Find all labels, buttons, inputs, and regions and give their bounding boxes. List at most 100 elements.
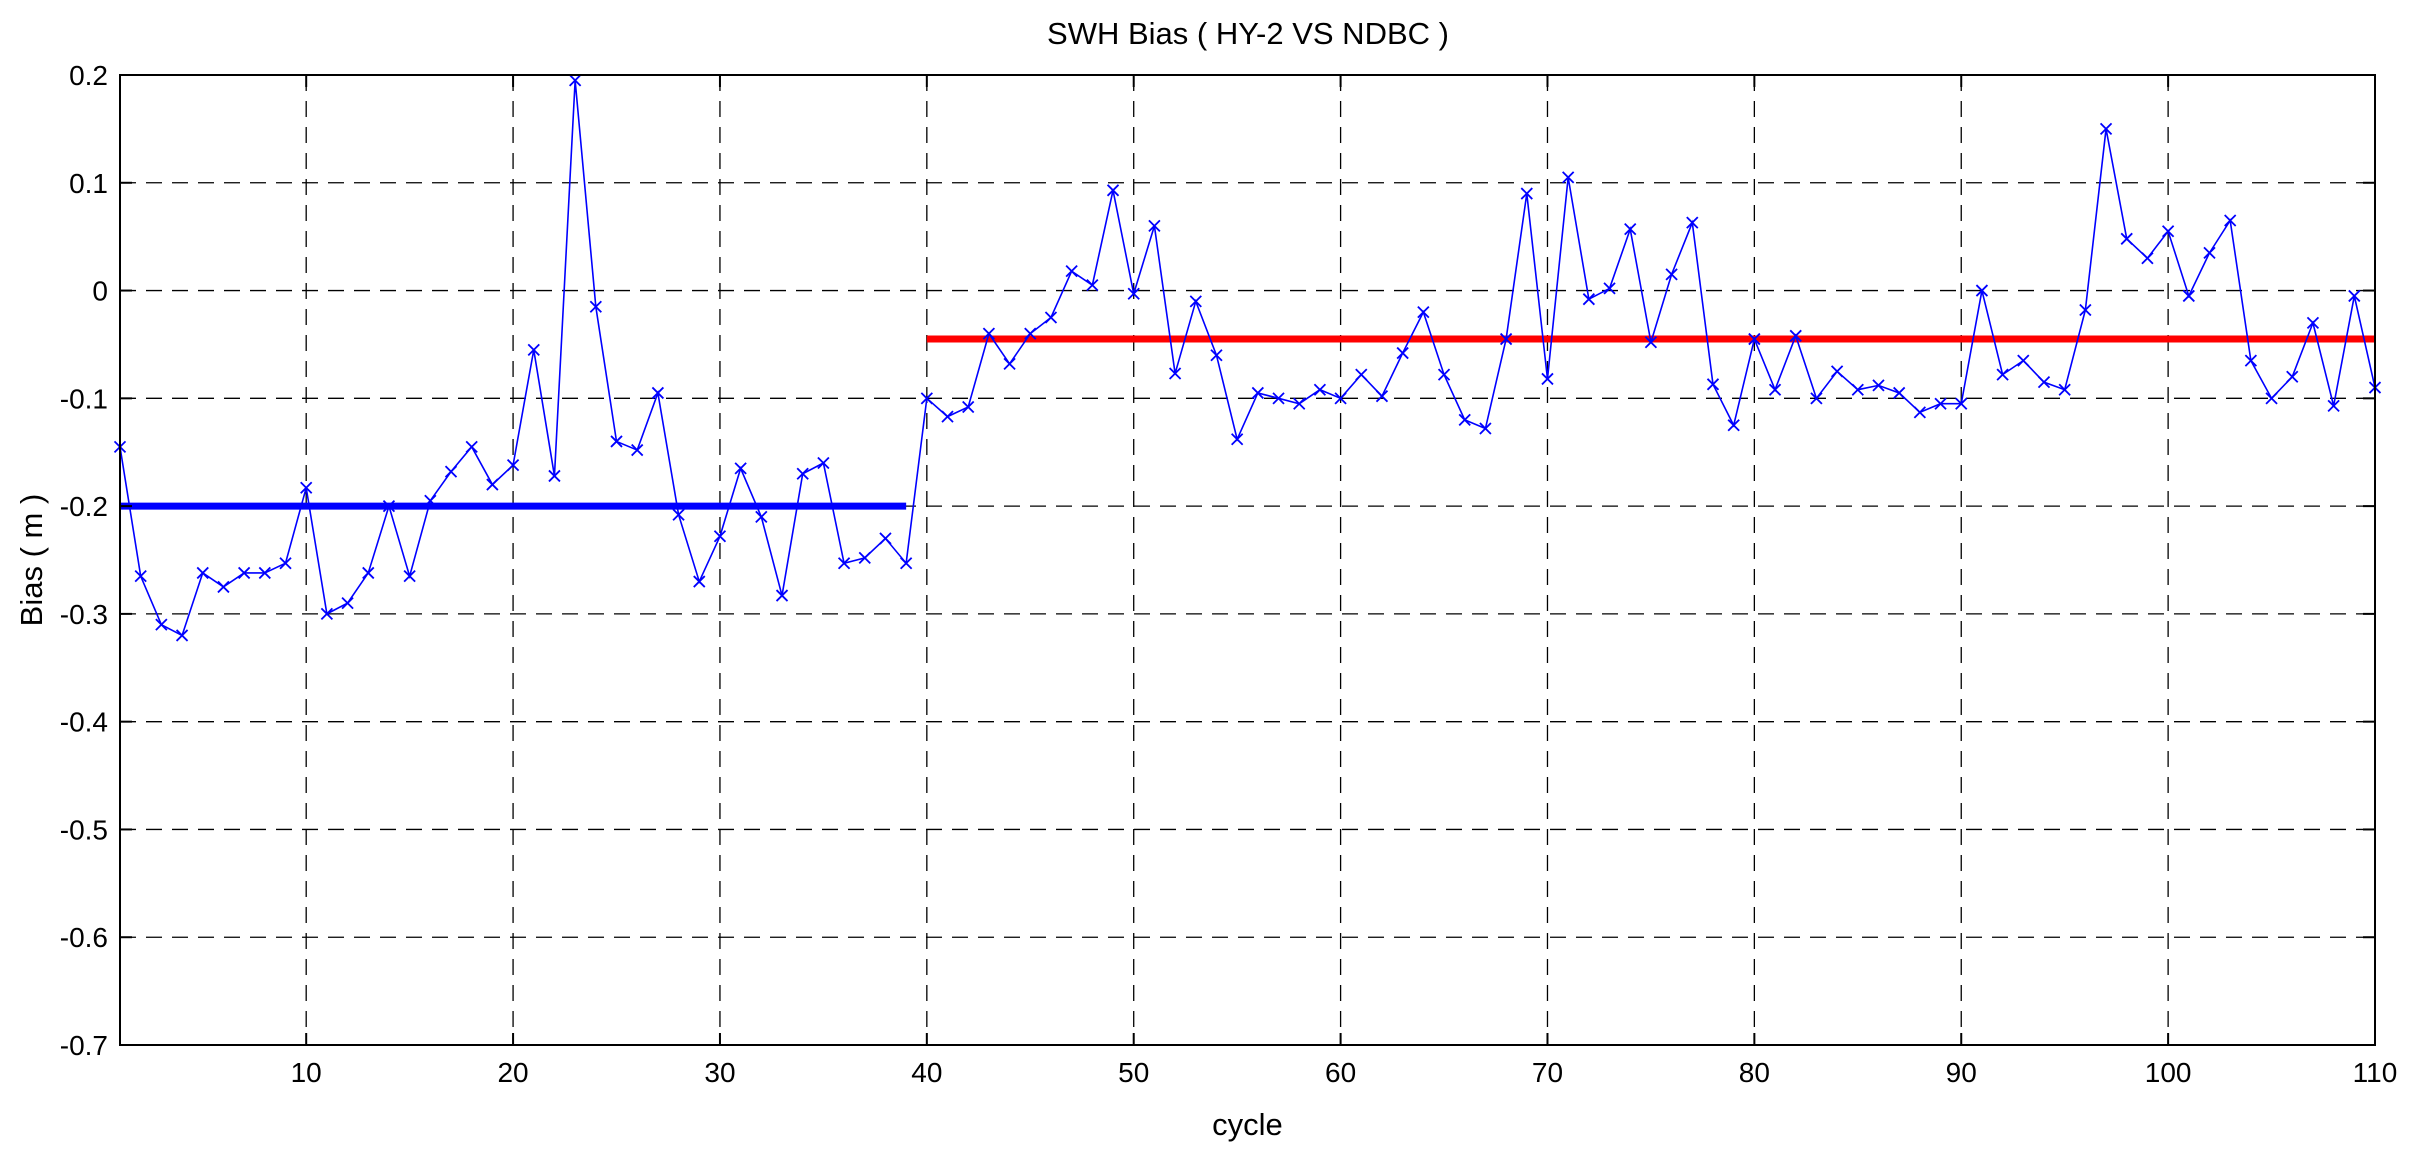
marker-stroke	[982, 327, 996, 340]
data-point	[1499, 332, 1513, 346]
marker-stroke	[486, 478, 499, 491]
marker-stroke	[1582, 293, 1595, 306]
marker-stroke	[1293, 397, 1306, 410]
marker-stroke	[1148, 219, 1161, 233]
data-point	[1624, 222, 1637, 236]
marker-stroke	[651, 386, 665, 400]
data-point	[1106, 184, 1120, 197]
x-tick-label: 80	[1739, 1057, 1770, 1088]
data-point	[1313, 383, 1327, 396]
data-point	[1189, 295, 1202, 308]
data-point	[1231, 433, 1244, 446]
marker-stroke	[2182, 289, 2195, 303]
data-point	[1727, 419, 1740, 432]
data-point	[403, 570, 416, 583]
data-point	[1148, 219, 1161, 233]
marker-stroke	[175, 629, 189, 642]
marker-stroke	[320, 607, 334, 621]
data-point	[1065, 265, 1078, 278]
marker-stroke	[610, 435, 623, 448]
data-point	[134, 570, 147, 583]
data-point	[2203, 246, 2216, 259]
marker-stroke	[1375, 390, 1389, 403]
marker-stroke	[362, 566, 375, 580]
data-point	[300, 481, 313, 494]
marker-stroke	[589, 300, 602, 313]
series-layer	[113, 74, 2382, 642]
marker-stroke	[258, 566, 271, 580]
data-point	[527, 343, 540, 356]
grid	[120, 75, 2375, 1045]
data-point	[2265, 392, 2278, 405]
data-point	[2286, 370, 2299, 383]
marker-stroke	[2203, 246, 2216, 259]
data-point	[817, 456, 830, 470]
marker-stroke	[382, 499, 396, 513]
x-tick-label: 20	[497, 1057, 528, 1088]
marker-stroke	[1437, 368, 1451, 381]
data-point	[155, 618, 168, 631]
data-point	[1044, 311, 1058, 324]
marker-stroke	[1127, 287, 1140, 300]
marker-stroke	[2017, 354, 2030, 367]
marker-stroke	[1355, 368, 1368, 381]
marker-stroke	[1272, 392, 1285, 405]
data-point	[1437, 368, 1451, 381]
marker-stroke	[1562, 171, 1575, 184]
x-tick-label: 70	[1532, 1057, 1563, 1088]
data-point	[2161, 225, 2175, 238]
marker-stroke	[569, 74, 582, 87]
marker-stroke	[1396, 346, 1409, 360]
marker-stroke	[1748, 332, 1761, 346]
marker-stroke	[1210, 349, 1223, 362]
marker-stroke	[1975, 284, 1989, 297]
marker-stroke	[237, 566, 251, 580]
marker-stroke	[2058, 383, 2071, 396]
data-point	[1975, 284, 1989, 297]
data-point	[1003, 357, 1016, 370]
marker-stroke	[920, 392, 933, 405]
data-point	[1913, 406, 1926, 419]
marker-stroke	[1893, 386, 1906, 400]
data-point	[1810, 392, 1823, 405]
data-point	[982, 327, 996, 340]
plot-frame	[119, 74, 2376, 1046]
marker-stroke	[1810, 392, 1823, 405]
data-point	[2058, 383, 2071, 396]
y-axis-title: Bias ( m )	[14, 494, 49, 627]
data-point	[382, 499, 396, 513]
y-tick-label: 0.1	[69, 168, 108, 199]
data-point	[362, 566, 375, 580]
data-point	[1375, 390, 1389, 403]
marker-stroke	[548, 469, 561, 483]
marker-stroke	[300, 481, 313, 494]
marker-stroke	[1686, 216, 1699, 229]
y-tick-label: -0.6	[60, 922, 108, 953]
x-tick-label: 40	[911, 1057, 942, 1088]
data-point	[1272, 392, 1285, 405]
data-point	[424, 494, 437, 507]
marker-stroke	[1603, 282, 1616, 295]
marker-stroke	[134, 570, 147, 583]
data-point	[341, 596, 354, 610]
data-point	[1665, 268, 1678, 281]
data-point	[755, 510, 768, 524]
marker-stroke	[962, 400, 975, 414]
marker-stroke	[2244, 354, 2258, 367]
data-point	[1024, 327, 1037, 340]
data-point	[962, 400, 975, 414]
data-point	[279, 557, 292, 570]
data-point	[589, 300, 602, 313]
data-point	[1334, 392, 1347, 405]
marker-stroke	[734, 462, 747, 475]
marker-stroke	[2265, 392, 2278, 405]
marker-stroke	[1913, 406, 1926, 419]
marker-stroke	[900, 557, 913, 570]
data-point	[506, 459, 520, 472]
data-point	[631, 443, 644, 457]
marker-stroke	[1479, 422, 1492, 435]
marker-stroke	[672, 508, 685, 521]
data-point	[1127, 287, 1140, 300]
marker-stroke	[1768, 383, 1782, 396]
